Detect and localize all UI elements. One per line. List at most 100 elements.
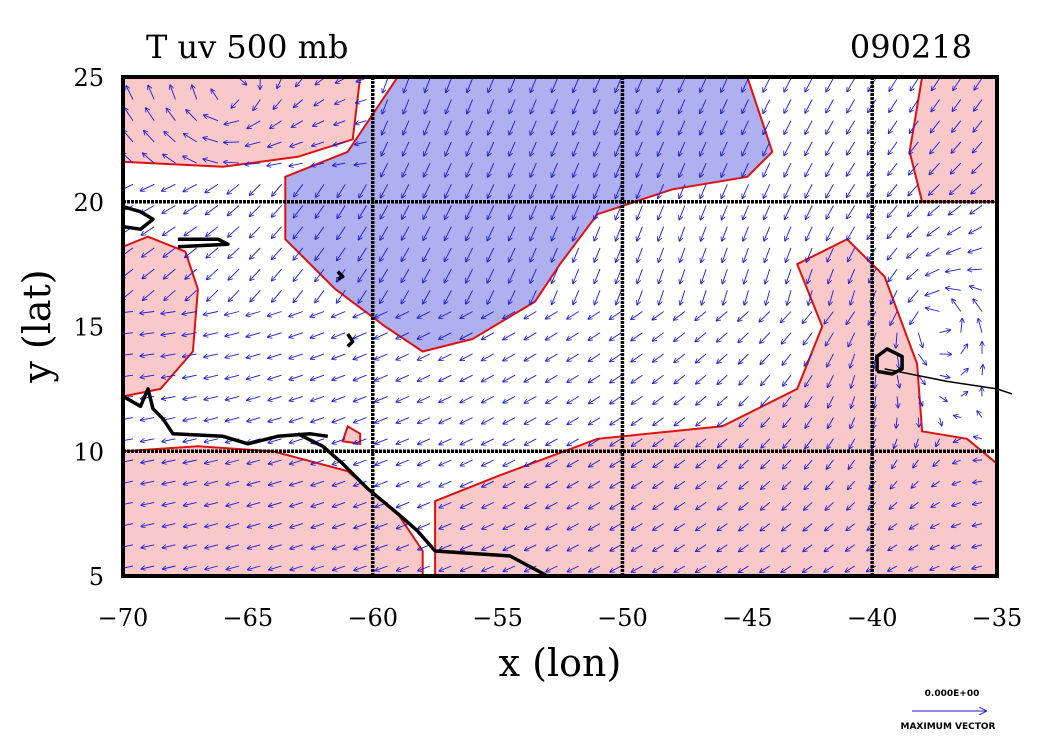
- wind-vector: [272, 226, 282, 238]
- cold-anomaly-regions: [284, 77, 774, 353]
- wind-vector: [142, 544, 155, 548]
- wind-vector: [637, 78, 643, 92]
- wind-vector: [229, 268, 240, 280]
- wind-vector: [888, 205, 898, 218]
- wind-vector: [530, 141, 537, 156]
- wind-vector: [396, 311, 410, 318]
- wind-vector: [164, 247, 176, 257]
- wind-vector: [224, 142, 240, 143]
- wind-vector: [397, 480, 410, 486]
- wind-vector: [954, 439, 961, 442]
- wind-vector: [653, 374, 664, 383]
- wind-vector: [226, 417, 240, 422]
- wind-vector: [530, 120, 537, 135]
- wind-vector: [932, 77, 940, 90]
- wind-vector: [184, 565, 197, 569]
- wind-vector: [952, 299, 962, 312]
- wind-vector: [744, 290, 749, 304]
- wind-vector: [847, 226, 856, 240]
- coastline-3: [346, 333, 355, 348]
- wind-vector: [546, 544, 558, 551]
- wind-vector: [658, 99, 665, 114]
- wind-vector: [444, 290, 452, 303]
- wind-vector: [968, 269, 983, 270]
- wind-vector: [828, 375, 834, 387]
- wind-vector: [827, 247, 834, 262]
- wind-vector: [573, 268, 580, 283]
- wind-vector: [849, 459, 856, 469]
- wind-vector: [615, 78, 622, 92]
- wind-vector: [250, 247, 261, 259]
- wind-vector: [680, 226, 686, 241]
- wind-vector: [917, 353, 926, 365]
- wind-vector: [700, 141, 707, 156]
- wind-vector: [825, 523, 834, 531]
- wind-vector: [723, 268, 728, 283]
- reference-vector-legend: 0.000E+00 MAXIMUM VECTOR: [900, 689, 995, 732]
- wind-vector: [509, 247, 516, 262]
- wind-vector: [356, 99, 367, 103]
- wind-vector: [594, 226, 601, 241]
- wind-vector: [908, 183, 919, 195]
- wind-vector: [439, 480, 452, 486]
- wind-vector: [488, 141, 495, 156]
- wind-vector: [424, 141, 431, 156]
- wind-vector: [334, 120, 346, 125]
- wind-vector: [161, 312, 176, 314]
- wind-vector: [973, 481, 983, 483]
- wind-vector: [953, 460, 961, 463]
- wind-vector: [552, 99, 558, 114]
- wind-vector: [929, 183, 940, 195]
- wind-vector: [354, 523, 367, 529]
- wind-vector: [531, 99, 537, 114]
- wind-vector: [552, 205, 558, 220]
- wind-vector: [504, 501, 516, 508]
- track-line-path: [884, 368, 1013, 395]
- wind-vector: [296, 77, 304, 86]
- wind-vector: [184, 523, 197, 527]
- wind-vector: [403, 141, 410, 156]
- wind-vector: [610, 544, 622, 551]
- wind-vector: [807, 247, 813, 262]
- wind-vector: [675, 374, 686, 383]
- x-tick-label: −70: [98, 604, 149, 632]
- wind-vector: [445, 247, 452, 261]
- wind-vector: [488, 205, 495, 220]
- wind-vector: [939, 330, 950, 333]
- wind-vector: [637, 184, 643, 198]
- wind-vector: [717, 332, 728, 342]
- wind-vector: [610, 523, 622, 530]
- wind-vector: [289, 311, 303, 317]
- wind-vector: [530, 247, 537, 262]
- wind-vector: [616, 205, 622, 220]
- wind-vector: [954, 416, 961, 418]
- wind-vector: [248, 544, 261, 549]
- wind-vector: [933, 459, 940, 466]
- wind-vector: [610, 502, 622, 508]
- wind-vector: [827, 353, 834, 367]
- wind-vector: [637, 226, 643, 241]
- wind-vector: [247, 417, 261, 422]
- wind-vector: [316, 205, 325, 218]
- warm-region-4: [908, 77, 997, 203]
- wind-vector: [425, 99, 431, 114]
- warm-region-0: [123, 77, 362, 168]
- wind-vector: [184, 459, 197, 463]
- wind-vector: [444, 268, 452, 282]
- wind-vector: [338, 184, 346, 197]
- wind-vector: [226, 523, 240, 528]
- wind-vector: [552, 162, 558, 177]
- wind-vector: [312, 565, 325, 570]
- wind-vector: [973, 545, 983, 548]
- plot-frame: [121, 75, 999, 578]
- wind-vector: [589, 438, 601, 446]
- wind-vector: [784, 141, 792, 155]
- wind-vector: [568, 480, 579, 487]
- wind-vector: [333, 544, 346, 549]
- wind-vector: [312, 141, 325, 146]
- wind-vector: [674, 332, 686, 341]
- wind-vector: [334, 141, 346, 145]
- wind-vector: [847, 184, 856, 197]
- wind-vector: [207, 247, 219, 258]
- wind-vector: [890, 311, 898, 325]
